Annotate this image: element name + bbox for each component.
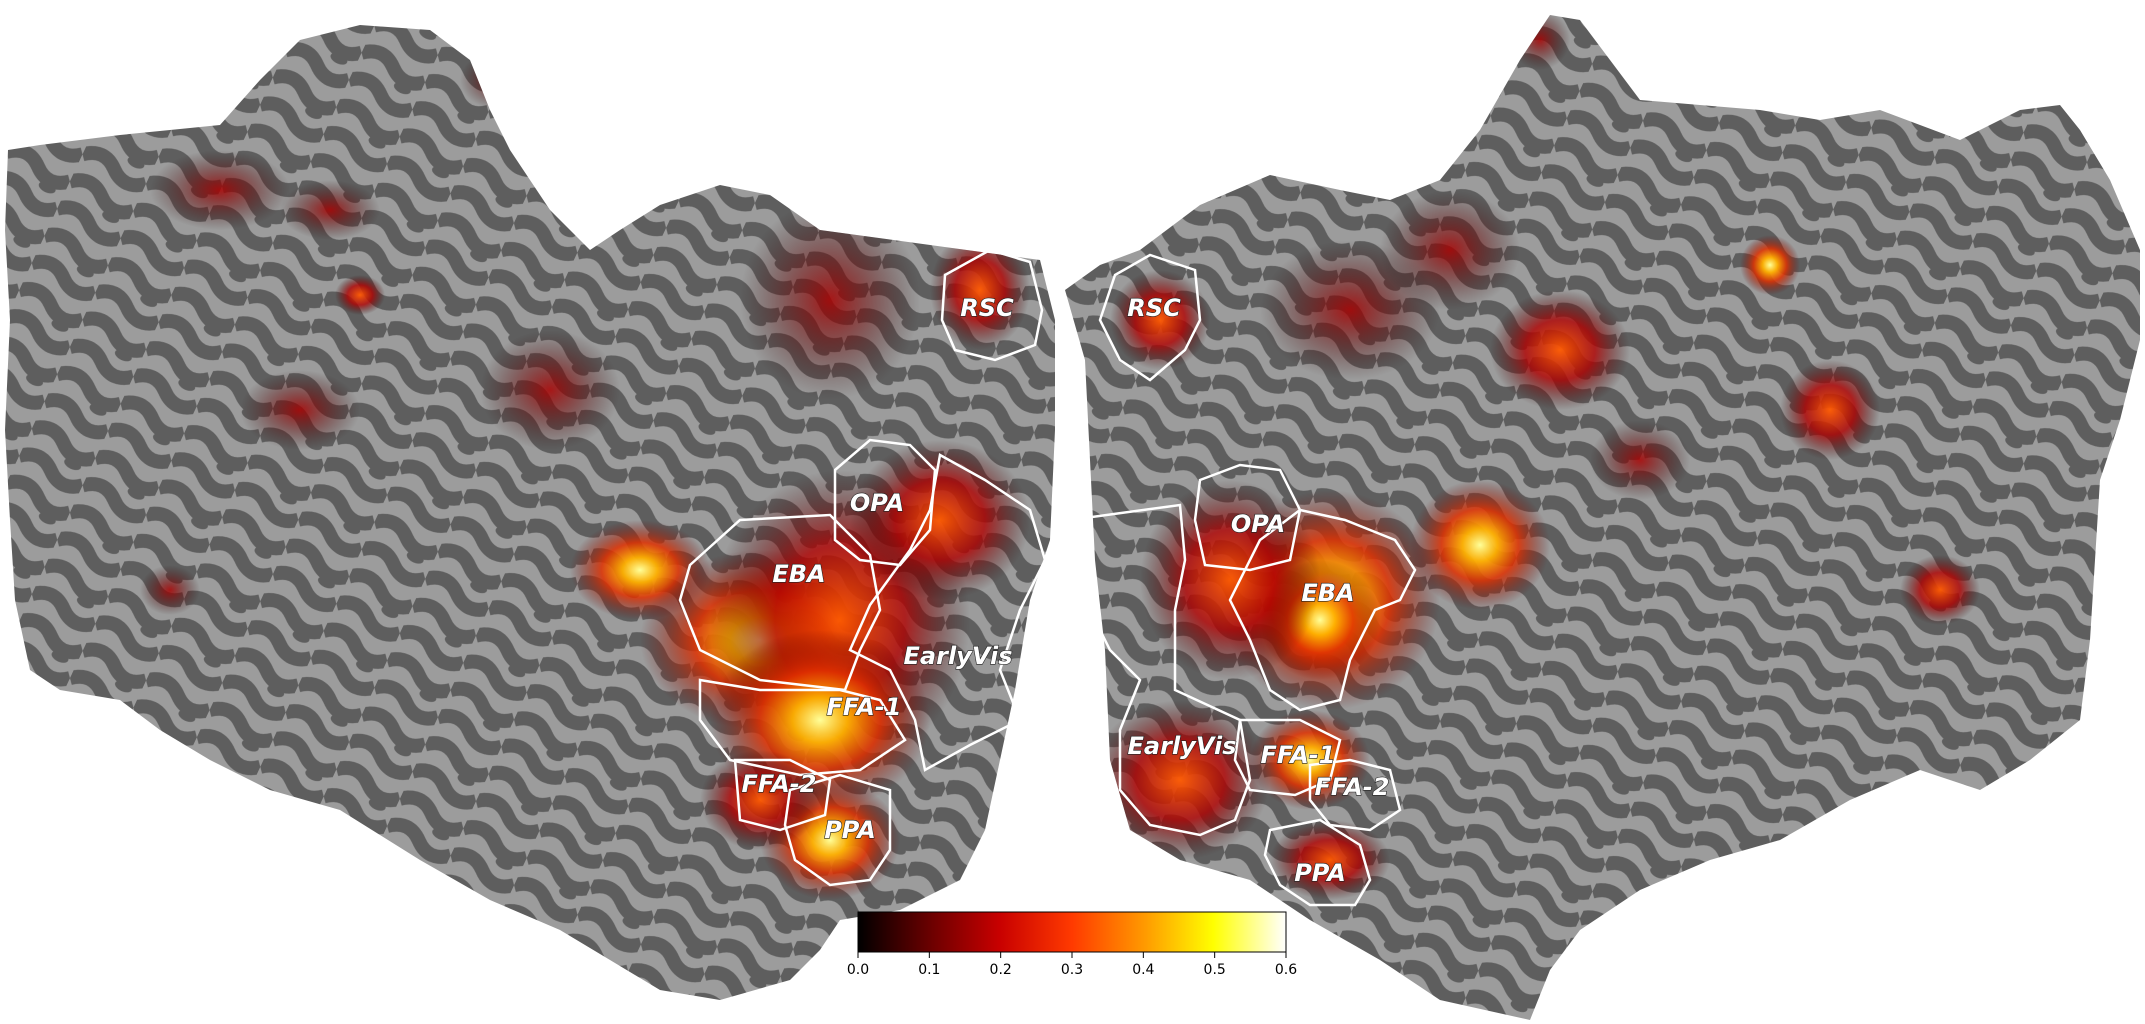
right-roi-rsc-outline (1098, 253, 1202, 382)
colorbar-gradient (857, 911, 1287, 953)
right-roi-outlines (1068, 253, 1417, 907)
left-roi-labels: RSC OPA EBA EarlyVis FFA-1 FFA-2 PPA (741, 293, 1015, 844)
colorbar-tick-label: 0.4 (1132, 962, 1154, 978)
right-roi-ppa-outline (1263, 818, 1372, 907)
left-roi-label-ffa2: FFA-2 (742, 770, 817, 798)
left-roi-label-opa: OPA (850, 489, 904, 517)
left-roi-ffa1-outline (698, 678, 907, 777)
colorbar-tick-label: 0.2 (990, 962, 1012, 978)
colorbar-tick-label: 0.0 (847, 962, 869, 978)
right-roi-ffa2-outline (1308, 758, 1402, 832)
left-roi-eba-outline (678, 513, 882, 692)
left-roi-ffa2-outline (733, 758, 832, 832)
colorbar-tick-label: 0.3 (1061, 962, 1083, 978)
left-hemisphere-flatmap: RSC OPA EBA EarlyVis FFA-1 FFA-2 PPA (5, 25, 1055, 1000)
colorbar-tick-label: 0.5 (1204, 962, 1226, 978)
left-roi-label-ffa1: FFA-1 (827, 693, 902, 721)
right-roi-earlyvis-outline (1068, 503, 1252, 837)
left-roi-label-ppa: PPA (824, 816, 876, 844)
colorbar: 0.0 0.1 0.2 0.3 0.4 0.5 0.6 (847, 911, 1297, 978)
left-roi-outlines (678, 248, 1047, 887)
right-roi-label-rsc: RSC (1127, 294, 1181, 322)
right-roi-labels: RSC OPA EBA EarlyVis FFA-1 FFA-2 PPA (1127, 293, 1390, 887)
right-hemisphere-flatmap: RSC OPA EBA EarlyVis FFA-1 FFA-2 PPA (1065, 15, 2140, 1020)
right-roi-eba-outline (1228, 508, 1417, 712)
right-activation-overlay (1090, 15, 1980, 900)
left-roi-ppa-outline (783, 773, 892, 887)
left-roi-label-rsc: RSC (960, 294, 1014, 322)
left-roi-rsc-outline (940, 248, 1044, 362)
left-roi-opa-outline (833, 438, 937, 567)
right-roi-label-earlyvis: EarlyVis (1128, 732, 1237, 760)
right-roi-opa-outline (1193, 463, 1302, 572)
right-roi-label-ffa1: FFA-1 (1261, 741, 1336, 769)
colorbar-tick-label: 0.6 (1275, 962, 1297, 978)
colorbar-ticks: 0.0 0.1 0.2 0.3 0.4 0.5 0.6 (847, 952, 1297, 978)
right-roi-label-opa: OPA (1231, 510, 1285, 538)
colorbar-tick-label: 0.1 (918, 962, 940, 978)
left-roi-label-eba: EBA (772, 560, 825, 588)
right-roi-ffa1-outline (1233, 718, 1342, 797)
right-roi-label-eba: EBA (1301, 579, 1354, 607)
right-roi-label-ffa2: FFA-2 (1315, 773, 1390, 801)
left-roi-earlyvis-outline (848, 453, 1047, 772)
right-roi-label-ppa: PPA (1294, 859, 1346, 887)
left-roi-label-earlyvis: EarlyVis (904, 642, 1013, 670)
